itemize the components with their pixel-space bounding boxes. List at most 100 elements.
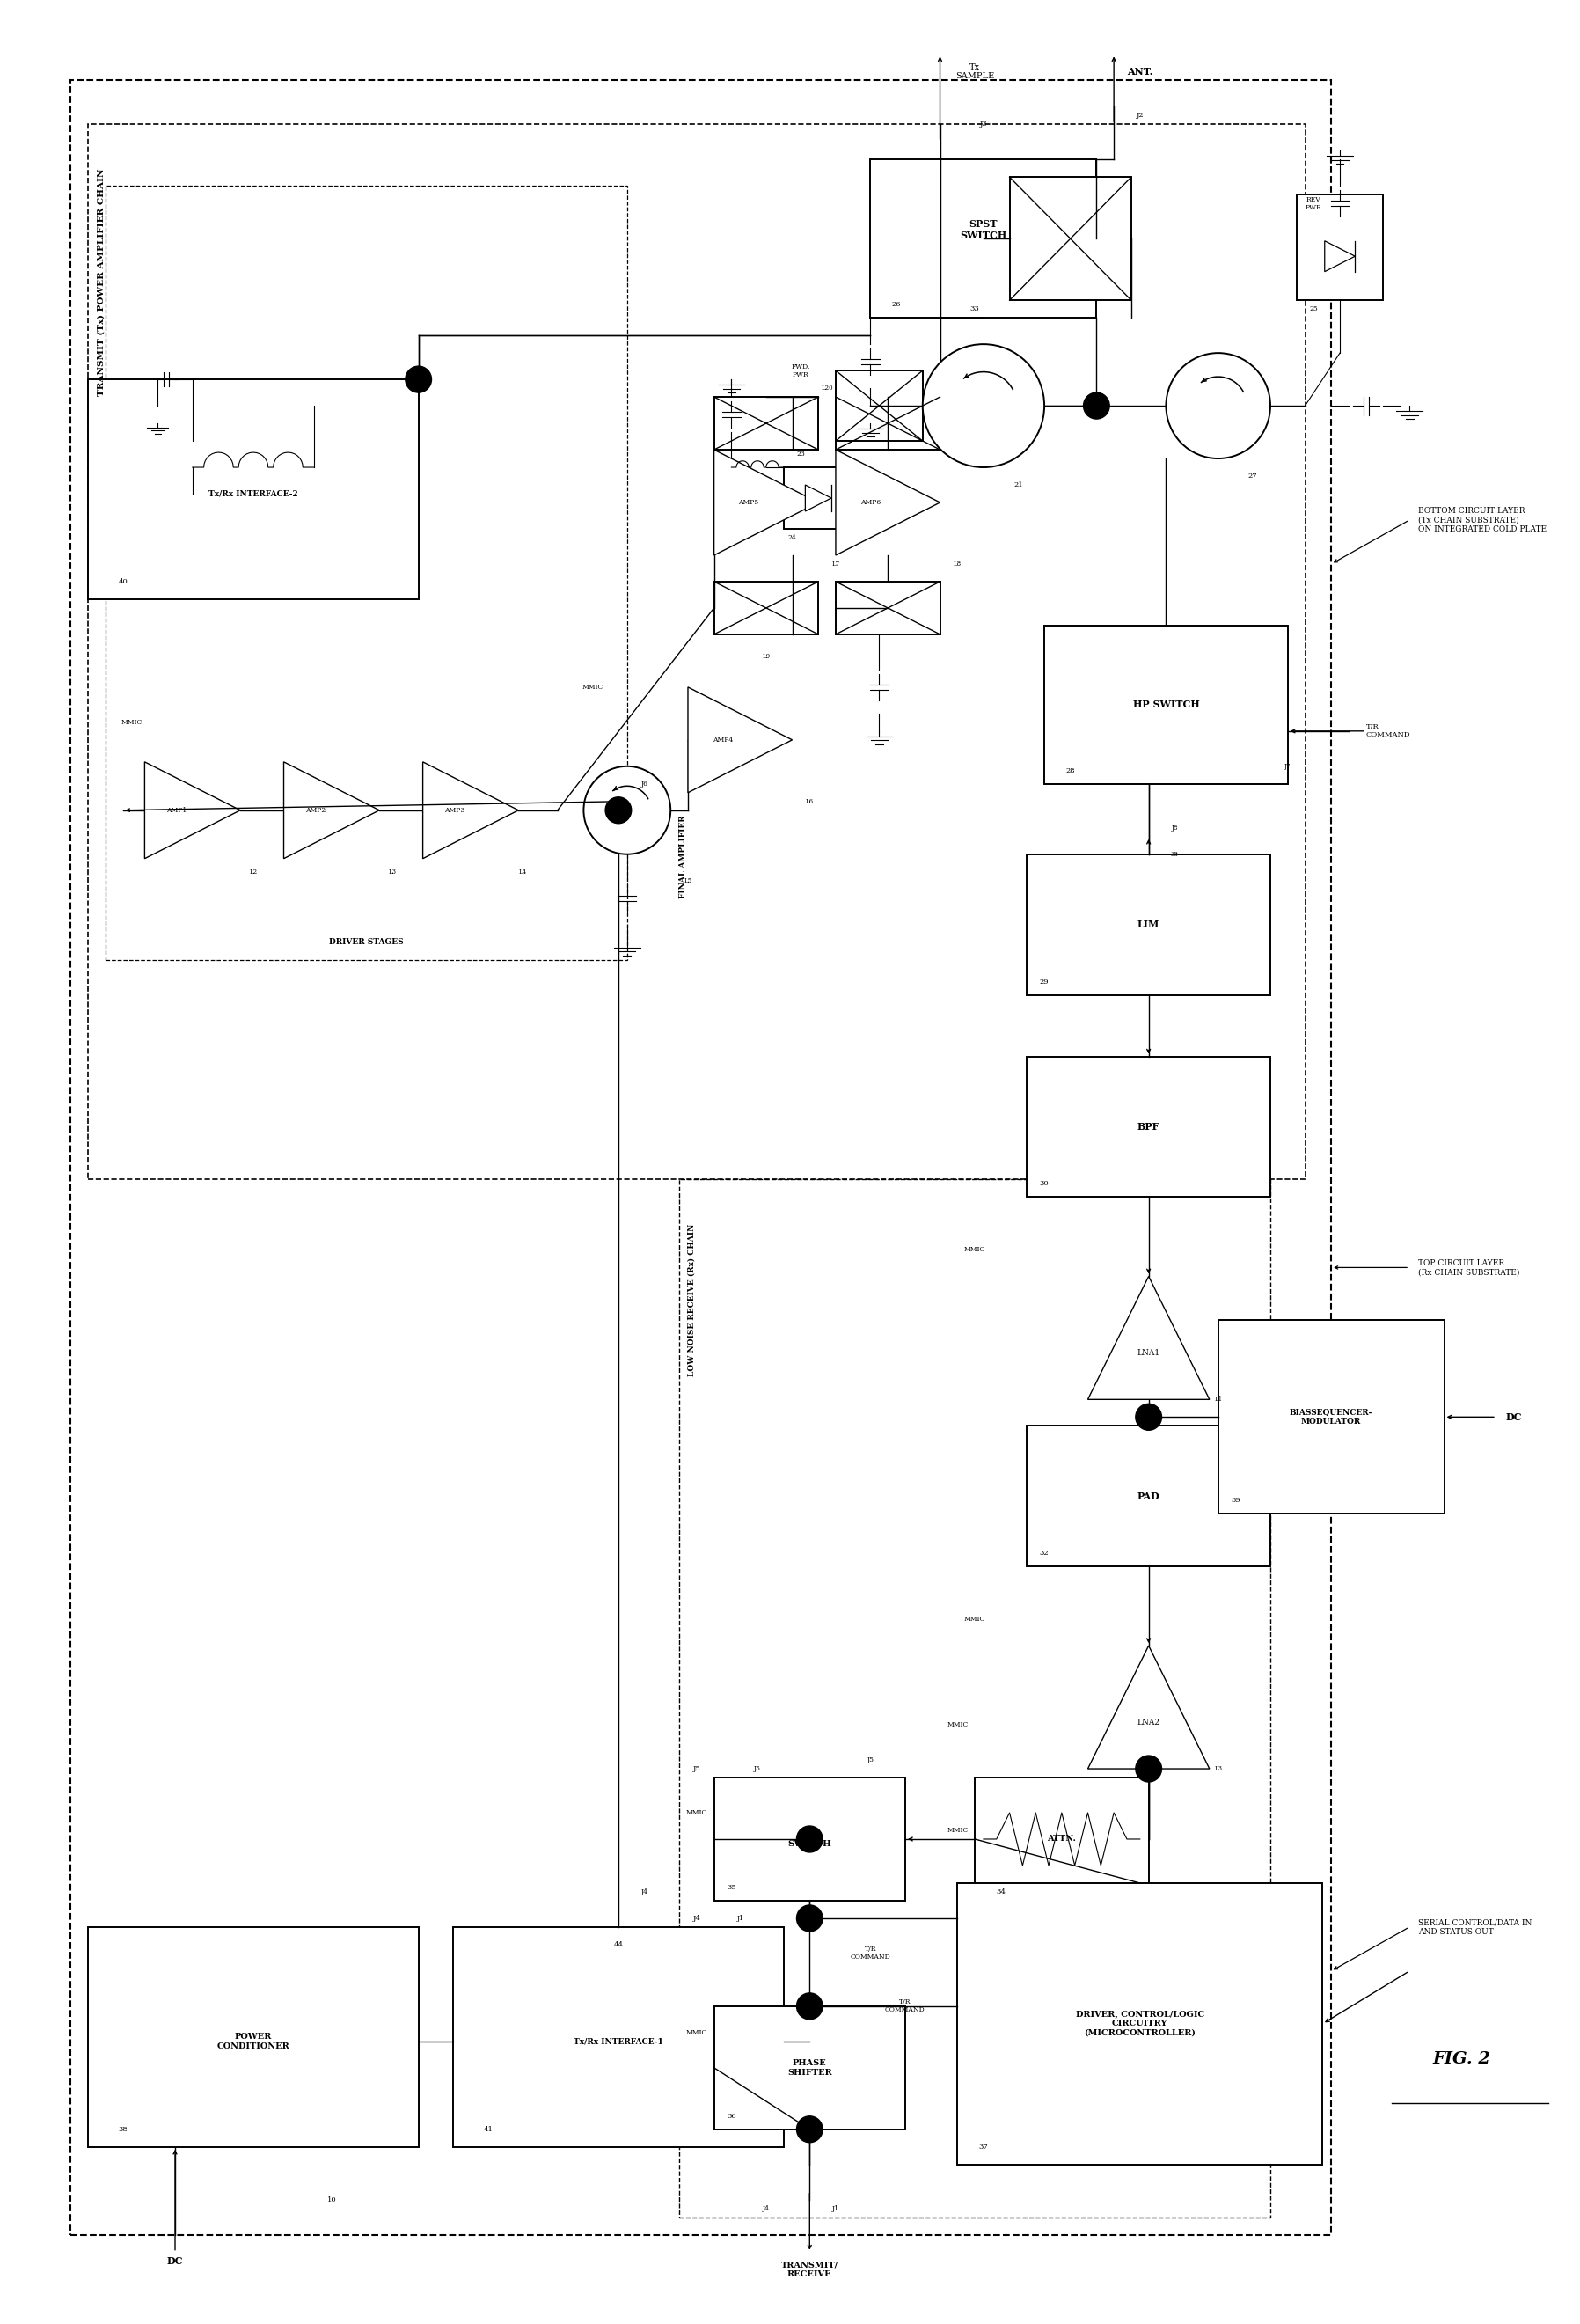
Bar <box>1044 625 1288 783</box>
Circle shape <box>605 797 632 823</box>
Text: L3: L3 <box>389 869 397 876</box>
Text: T/R
COMMAND: T/R COMMAND <box>1367 723 1411 739</box>
Polygon shape <box>145 762 240 858</box>
Text: BIASSEQUENCER-
MODULATOR: BIASSEQUENCER- MODULATOR <box>1289 1408 1373 1425</box>
Polygon shape <box>1324 242 1356 272</box>
Text: MMIC: MMIC <box>686 1808 708 1817</box>
Bar <box>714 1778 905 1901</box>
Text: 38: 38 <box>118 2126 128 2133</box>
Text: J1: J1 <box>833 2205 839 2212</box>
Bar <box>714 2006 905 2129</box>
Text: 36: 36 <box>727 2113 736 2119</box>
Polygon shape <box>836 451 940 555</box>
Polygon shape <box>284 762 379 858</box>
Text: POWER
CONDITIONER: POWER CONDITIONER <box>216 2034 289 2050</box>
Bar <box>71 81 1332 2236</box>
Circle shape <box>796 1827 823 1852</box>
Circle shape <box>796 1994 823 2020</box>
Polygon shape <box>1087 1645 1209 1769</box>
Text: J5: J5 <box>754 1766 762 1773</box>
Text: L9: L9 <box>762 653 769 660</box>
Text: PAD: PAD <box>1138 1492 1160 1501</box>
Text: AMP1: AMP1 <box>166 806 186 813</box>
Bar <box>1027 855 1270 995</box>
Bar <box>1027 1057 1270 1197</box>
Text: 44: 44 <box>613 1941 623 1948</box>
Text: AMP3: AMP3 <box>444 806 465 813</box>
Text: SPST
SWITCH: SPST SWITCH <box>961 218 1006 239</box>
Text: 34: 34 <box>995 1889 1005 1896</box>
Text: 29: 29 <box>1040 978 1049 985</box>
Polygon shape <box>1087 1276 1209 1399</box>
Bar <box>714 397 818 451</box>
Text: PHASE
SHIFTER: PHASE SHIFTER <box>787 2059 833 2075</box>
Text: L20: L20 <box>822 386 833 393</box>
Text: 33: 33 <box>970 304 980 311</box>
Text: T/R
COMMAND: T/R COMMAND <box>850 1945 891 1961</box>
Text: LNA2: LNA2 <box>1138 1720 1160 1727</box>
Text: L6: L6 <box>806 797 814 804</box>
Text: LNA1: LNA1 <box>1138 1350 1160 1357</box>
Text: FINAL AMPLIFIER: FINAL AMPLIFIER <box>679 816 687 897</box>
Text: AMP6: AMP6 <box>860 500 880 507</box>
Text: J7: J7 <box>1285 762 1291 769</box>
Text: 28: 28 <box>1067 767 1074 774</box>
Text: MMIC: MMIC <box>122 718 142 725</box>
Text: T/R
COMMAND: T/R COMMAND <box>885 1999 926 2015</box>
Text: MMIC: MMIC <box>581 683 604 690</box>
Text: J6: J6 <box>641 781 648 788</box>
Text: FWD.
PWR: FWD. PWR <box>792 363 811 379</box>
Text: Tx
SAMPLE: Tx SAMPLE <box>956 63 994 79</box>
Text: REV.
PWR: REV. PWR <box>1305 195 1322 211</box>
Bar <box>106 186 627 960</box>
Text: 40: 40 <box>118 579 128 586</box>
Text: FIG. 2: FIG. 2 <box>1433 2052 1490 2066</box>
Text: DC: DC <box>167 2257 183 2266</box>
Bar <box>714 581 818 634</box>
Text: 21: 21 <box>1014 481 1022 488</box>
Bar <box>1010 177 1131 300</box>
Text: J1: J1 <box>736 1915 744 1922</box>
Bar <box>836 397 940 451</box>
Bar <box>836 370 923 442</box>
Circle shape <box>1084 393 1109 418</box>
Text: L8: L8 <box>953 560 961 567</box>
Polygon shape <box>714 451 818 555</box>
Bar <box>836 581 940 634</box>
Text: 10: 10 <box>327 2196 337 2203</box>
Circle shape <box>1136 1404 1161 1429</box>
Text: 35: 35 <box>727 1885 736 1892</box>
Text: AMP2: AMP2 <box>305 806 325 813</box>
Text: 23: 23 <box>796 451 806 458</box>
Circle shape <box>1166 353 1270 458</box>
Text: AMP5: AMP5 <box>738 500 758 507</box>
Text: 25: 25 <box>1310 304 1318 311</box>
Polygon shape <box>687 688 792 792</box>
Text: 41: 41 <box>483 2126 493 2133</box>
Text: LIM: LIM <box>1138 920 1160 930</box>
Text: 37: 37 <box>978 2143 988 2150</box>
Text: SERIAL CONTROL/DATA IN
AND STATUS OUT: SERIAL CONTROL/DATA IN AND STATUS OUT <box>1419 1920 1533 1936</box>
Text: J4: J4 <box>641 1889 648 1896</box>
Text: DC: DC <box>1506 1413 1522 1422</box>
Bar <box>1297 195 1384 300</box>
Polygon shape <box>806 486 831 511</box>
Text: 32: 32 <box>1040 1550 1049 1557</box>
Bar <box>975 1778 1149 1901</box>
Text: L5: L5 <box>684 876 692 883</box>
Bar <box>679 1181 1270 2217</box>
Bar <box>88 125 1305 1181</box>
Text: L1: L1 <box>1213 1397 1223 1404</box>
Text: 30: 30 <box>1040 1181 1049 1188</box>
Text: L2: L2 <box>250 869 258 876</box>
Text: LOW NOISE RECEIVE (Rx) CHAIN: LOW NOISE RECEIVE (Rx) CHAIN <box>687 1222 695 1376</box>
Circle shape <box>796 1906 823 1931</box>
Text: 24: 24 <box>788 535 796 541</box>
Bar <box>957 1882 1322 2164</box>
Text: MMIC: MMIC <box>946 1827 969 1834</box>
Text: BOTTOM CIRCUIT LAYER
(Tx CHAIN SUBSTRATE)
ON INTEGRATED COLD PLATE: BOTTOM CIRCUIT LAYER (Tx CHAIN SUBSTRATE… <box>1419 507 1547 532</box>
Circle shape <box>923 344 1044 467</box>
Text: BPF: BPF <box>1138 1122 1160 1132</box>
Text: HP SWITCH: HP SWITCH <box>1133 700 1199 709</box>
Text: J5: J5 <box>692 1766 700 1773</box>
